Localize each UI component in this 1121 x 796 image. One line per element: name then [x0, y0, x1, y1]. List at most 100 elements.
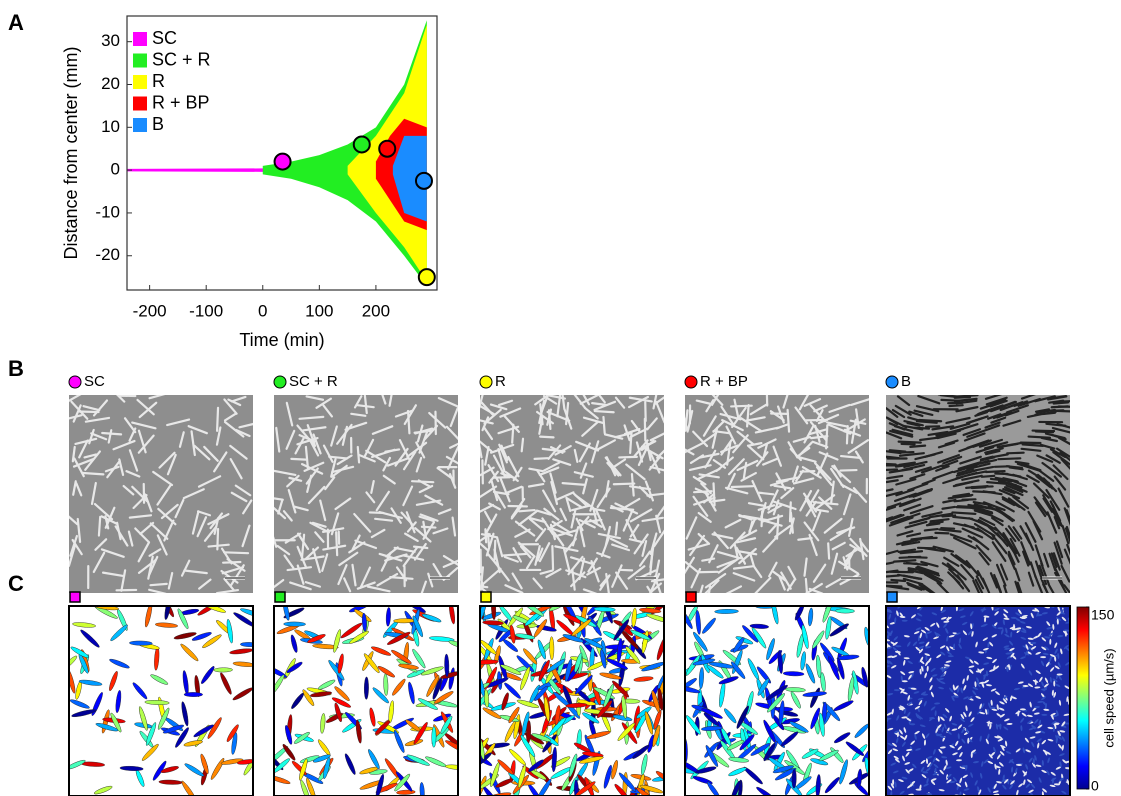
cell	[527, 482, 545, 488]
cell	[953, 643, 956, 650]
cell	[905, 768, 910, 774]
cell	[747, 442, 763, 447]
cell	[996, 532, 1009, 547]
cell	[480, 734, 485, 760]
cell	[948, 404, 964, 408]
cell	[961, 738, 966, 744]
y-tick-label: 10	[101, 117, 120, 136]
cell	[203, 525, 218, 542]
cell	[936, 733, 943, 737]
cell	[528, 467, 544, 473]
cell	[780, 731, 799, 747]
cell	[1032, 609, 1039, 612]
cell	[708, 544, 719, 564]
cell	[570, 508, 577, 529]
cell	[336, 423, 353, 445]
cell	[890, 515, 910, 524]
cell	[948, 568, 964, 583]
cell	[733, 637, 745, 653]
cell	[814, 424, 821, 443]
cell	[692, 495, 709, 517]
cell	[486, 532, 491, 548]
cell	[428, 411, 447, 429]
cell	[1046, 769, 1050, 776]
cell	[1025, 749, 1031, 753]
cell	[973, 458, 998, 466]
cell	[987, 708, 990, 715]
cell	[892, 742, 897, 747]
cell	[1058, 675, 1062, 681]
cell	[1057, 487, 1070, 508]
cell	[913, 409, 934, 416]
cell	[652, 395, 658, 410]
cell	[929, 677, 933, 683]
cell	[568, 753, 578, 778]
cell	[791, 465, 799, 483]
colorbar-label: cell speed (µm/s)	[1101, 648, 1116, 747]
cell	[975, 575, 985, 590]
cell	[574, 675, 593, 695]
cell	[890, 578, 907, 583]
cell	[907, 567, 926, 572]
cell	[712, 459, 727, 469]
cell	[596, 700, 613, 719]
cell	[970, 485, 994, 489]
cell	[480, 443, 483, 459]
cell	[915, 405, 940, 413]
cell	[986, 480, 1008, 485]
cell	[949, 744, 955, 749]
cell	[628, 538, 644, 544]
cell	[808, 533, 818, 557]
cell	[985, 449, 1001, 456]
cell	[542, 734, 557, 753]
cell	[984, 616, 987, 623]
cell	[193, 444, 211, 461]
cell	[104, 515, 110, 530]
cell	[924, 653, 931, 656]
y-tick-label: -20	[95, 245, 120, 264]
cell	[115, 690, 122, 713]
cell	[1019, 616, 1026, 620]
cell	[197, 475, 222, 488]
cell	[982, 647, 989, 651]
cell	[946, 779, 952, 784]
cell	[1019, 708, 1026, 711]
cell	[1037, 700, 1044, 703]
cell	[803, 398, 822, 407]
cell	[1008, 664, 1011, 671]
cell	[951, 511, 977, 515]
cell	[889, 570, 915, 574]
cell	[573, 395, 587, 410]
cell	[735, 636, 754, 645]
cell	[330, 512, 340, 536]
cell	[907, 569, 927, 575]
cell	[912, 641, 918, 647]
cell	[547, 444, 562, 460]
cell	[940, 716, 945, 721]
cell	[903, 419, 924, 427]
cell	[967, 737, 970, 744]
cell	[351, 563, 357, 587]
cell	[948, 634, 955, 638]
cell	[582, 588, 598, 593]
cell	[828, 655, 840, 681]
cell	[534, 544, 541, 566]
cell	[941, 505, 956, 510]
cell	[1028, 789, 1034, 793]
cell	[652, 724, 661, 747]
cell	[929, 684, 933, 691]
cell	[510, 504, 523, 520]
cell	[963, 711, 967, 718]
cell	[83, 453, 98, 459]
cell	[1012, 495, 1030, 510]
cell	[886, 450, 902, 455]
cell	[769, 410, 785, 422]
cell	[946, 651, 952, 656]
cell	[977, 709, 982, 715]
cell	[975, 670, 982, 673]
cell	[901, 716, 908, 719]
cell	[333, 629, 341, 653]
cell	[518, 508, 536, 513]
cell	[963, 696, 969, 700]
cell	[970, 623, 973, 630]
